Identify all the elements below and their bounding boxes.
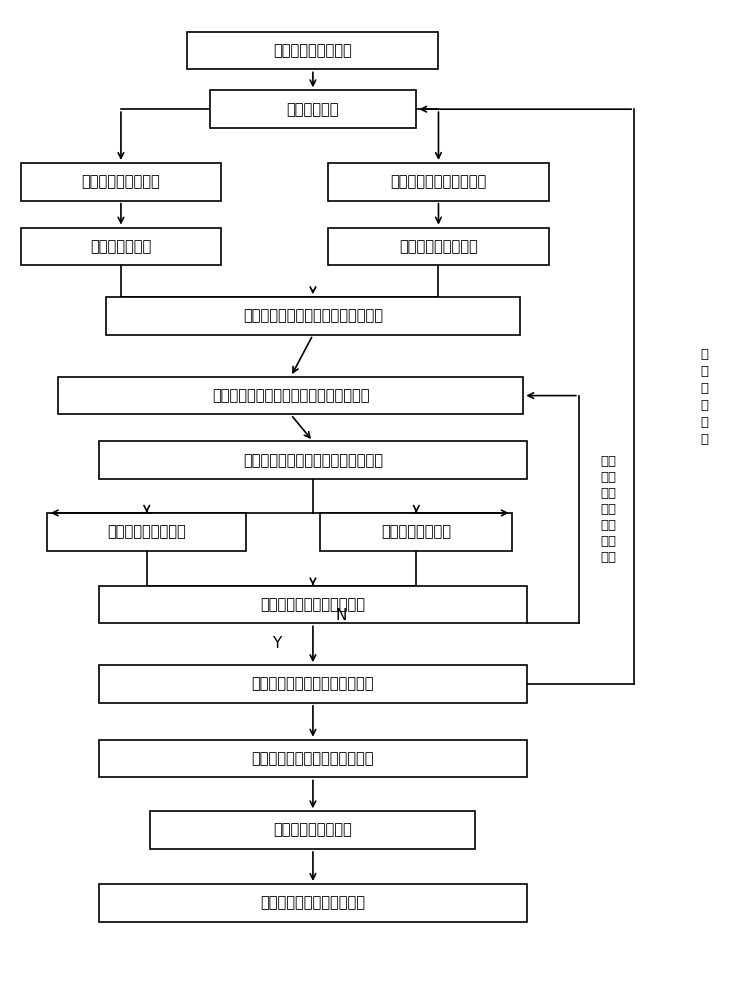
Text: 顶刃啮合段的计算: 顶刃啮合段的计算 [382, 524, 452, 539]
Text: 接触面坐标系的建立: 接触面坐标系的建立 [399, 239, 478, 254]
FancyBboxPatch shape [99, 665, 527, 703]
Text: 轮齿实际工作部分的计算: 轮齿实际工作部分的计算 [391, 174, 487, 189]
FancyBboxPatch shape [187, 32, 438, 69]
Text: 齿轮整体误差的测量: 齿轮整体误差的测量 [82, 174, 160, 189]
FancyBboxPatch shape [99, 884, 527, 922]
Text: 选择测量截面: 选择测量截面 [286, 102, 339, 117]
FancyBboxPatch shape [327, 228, 549, 265]
Text: 次数
为齿
轮副
的完
整啮
合周
期数: 次数 为齿 轮副 的完 整啮 合周 期数 [600, 455, 616, 564]
Text: 获得全齿宽齿轮副整体误差曲线: 获得全齿宽齿轮副整体误差曲线 [251, 751, 374, 766]
FancyBboxPatch shape [327, 163, 549, 201]
Text: 实时显示误差曲线和误差值: 实时显示误差曲线和误差值 [260, 597, 365, 612]
Text: 确定齿轮副基本参数: 确定齿轮副基本参数 [274, 43, 353, 58]
FancyBboxPatch shape [210, 90, 417, 128]
Text: 计算一对轮齿的齿轮副整体误差曲线: 计算一对轮齿的齿轮副整体误差曲线 [243, 453, 383, 468]
FancyBboxPatch shape [22, 228, 221, 265]
Text: 改
变
测
量
截
面: 改 变 测 量 截 面 [700, 348, 708, 446]
Text: 误差数据的存储: 误差数据的存储 [90, 239, 152, 254]
FancyBboxPatch shape [150, 811, 475, 849]
FancyBboxPatch shape [106, 297, 520, 335]
Text: Y: Y [272, 636, 281, 651]
FancyBboxPatch shape [47, 513, 246, 551]
Text: 确定主从动轮上一一对应的共轭点对: 确定主从动轮上一一对应的共轭点对 [243, 309, 383, 324]
Text: 实际工作部分的计算: 实际工作部分的计算 [107, 524, 186, 539]
Text: N: N [335, 608, 347, 623]
FancyBboxPatch shape [321, 513, 513, 551]
Text: 显示、存储、打印测量结果: 显示、存储、打印测量结果 [260, 895, 365, 910]
FancyBboxPatch shape [22, 163, 221, 201]
Text: 搜寻、计算各共轭点对的齿轮整体误差值: 搜寻、计算各共轭点对的齿轮整体误差值 [212, 388, 370, 403]
FancyBboxPatch shape [99, 586, 527, 623]
FancyBboxPatch shape [99, 441, 527, 479]
Text: 提取齿轮副单项误差: 提取齿轮副单项误差 [274, 823, 353, 838]
Text: 获得单截面齿轮副整体误差曲线: 获得单截面齿轮副整体误差曲线 [251, 676, 374, 691]
FancyBboxPatch shape [58, 377, 523, 414]
FancyBboxPatch shape [99, 740, 527, 777]
